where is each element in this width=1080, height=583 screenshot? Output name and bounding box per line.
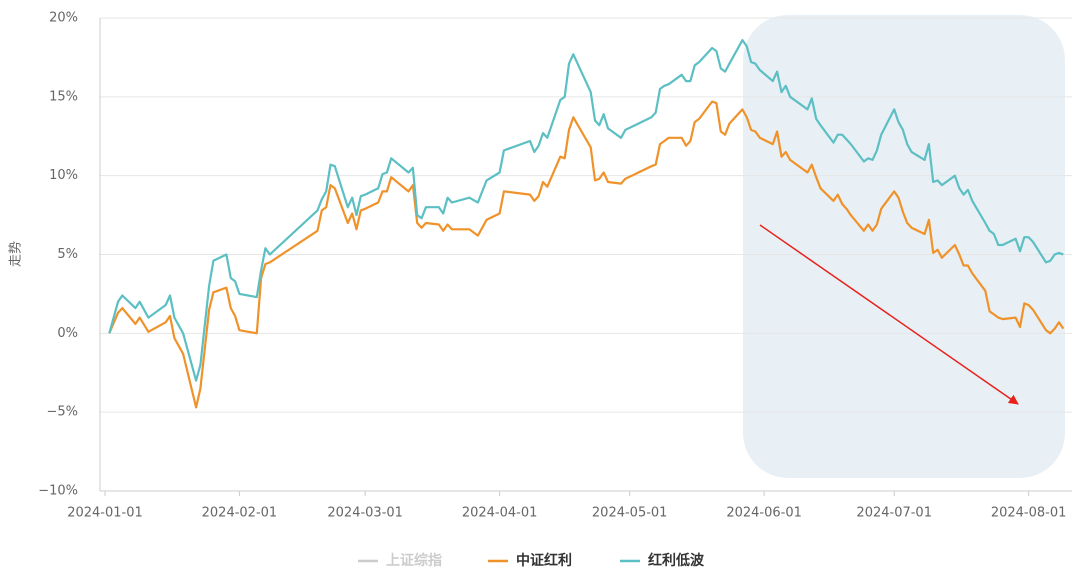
legend-label[interactable]: 上证综指 xyxy=(386,552,442,569)
trend-arrow xyxy=(759,224,1019,405)
x-tick-label: 2024-07-01 xyxy=(856,506,932,521)
x-tick-label: 2024-02-01 xyxy=(202,506,278,521)
y-tick-label: 10% xyxy=(49,168,78,183)
legend-label[interactable]: 中证红利 xyxy=(516,552,572,569)
x-tick-label: 2024-08-01 xyxy=(991,506,1067,521)
y-axis-label: 走势 xyxy=(8,241,24,267)
y-tick-label: 15% xyxy=(49,89,78,104)
x-tick-label: 2024-03-01 xyxy=(327,506,403,521)
series-line xyxy=(108,100,1065,409)
y-tick-label: −10% xyxy=(38,484,78,499)
y-tick-label: −5% xyxy=(46,405,78,420)
legend-label[interactable]: 红利低波 xyxy=(648,552,705,569)
x-tick-label: 2024-04-01 xyxy=(462,506,538,521)
y-tick-label: 5% xyxy=(57,247,78,262)
y-tick-label: 0% xyxy=(57,326,78,341)
series-line xyxy=(108,39,1064,382)
x-tick-label: 2024-05-01 xyxy=(592,506,668,521)
x-tick-label: 2024-01-01 xyxy=(67,506,143,521)
y-tick-label: 20% xyxy=(49,11,78,26)
x-tick-label: 2024-06-01 xyxy=(726,506,802,521)
